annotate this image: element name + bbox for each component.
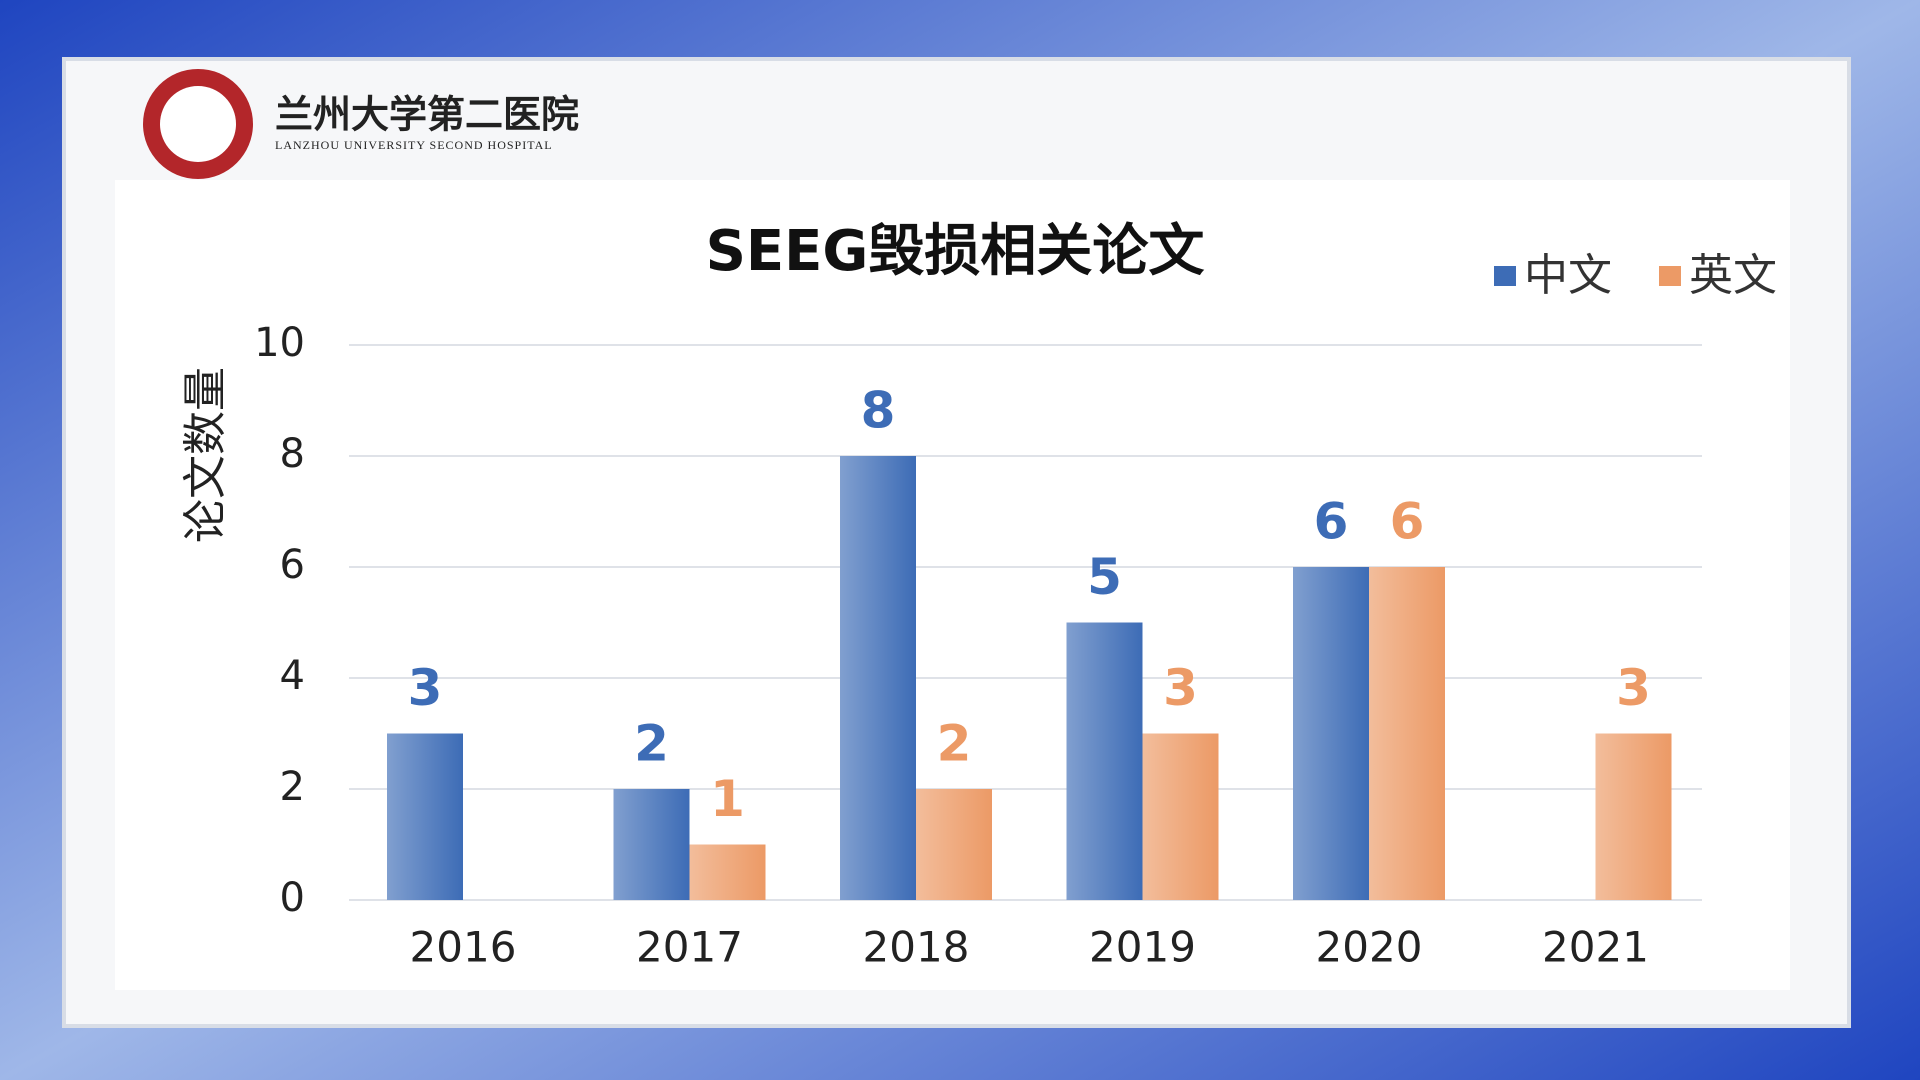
hospital-name-en: LANZHOU UNIVERSITY SECOND HOSPITAL xyxy=(275,138,553,152)
hospital-name: 兰州大学第二医院 xyxy=(275,92,579,137)
bar-shade xyxy=(1066,622,1143,900)
x-tick-label: 2020 xyxy=(1316,923,1423,972)
logo-inner xyxy=(160,86,236,162)
x-tick-label: 2021 xyxy=(1542,923,1649,972)
data-label: 3 xyxy=(1163,659,1198,717)
data-label: 6 xyxy=(1390,493,1425,551)
bar-shade xyxy=(1142,733,1219,900)
bar-shade xyxy=(689,844,766,900)
data-label: 2 xyxy=(634,715,669,773)
bar-shade xyxy=(916,789,992,900)
data-label: 5 xyxy=(1087,548,1122,606)
data-label: 3 xyxy=(1616,659,1651,717)
data-label: 6 xyxy=(1314,493,1349,551)
data-label: 1 xyxy=(710,770,745,828)
y-tick-label: 8 xyxy=(280,431,305,477)
bar-shade xyxy=(1293,567,1369,900)
x-tick-label: 2016 xyxy=(410,923,517,972)
legend-swatch xyxy=(1494,266,1516,286)
y-tick-label: 10 xyxy=(254,320,305,366)
data-label: 8 xyxy=(861,382,896,440)
x-tick-label: 2019 xyxy=(1089,923,1196,972)
y-axis-label: 论文数量 xyxy=(180,367,231,543)
bar-shade xyxy=(613,789,690,900)
data-label: 3 xyxy=(408,659,443,717)
bar-shade xyxy=(387,733,463,900)
x-tick-label: 2018 xyxy=(863,923,970,972)
y-tick-label: 6 xyxy=(280,542,305,588)
chart-title: SEEG毁损相关论文 xyxy=(706,219,1205,284)
bar-shade xyxy=(840,456,916,900)
legend-label: 英文 xyxy=(1689,250,1777,301)
x-tick-label: 2017 xyxy=(636,923,743,972)
y-tick-label: 2 xyxy=(280,764,305,810)
bar-shade xyxy=(1595,733,1672,900)
y-tick-label: 0 xyxy=(280,875,305,921)
data-label: 2 xyxy=(937,715,972,773)
bar-shade xyxy=(1369,567,1445,900)
legend-label: 中文 xyxy=(1524,250,1612,301)
legend-swatch xyxy=(1659,266,1681,286)
y-tick-label: 4 xyxy=(280,653,305,699)
